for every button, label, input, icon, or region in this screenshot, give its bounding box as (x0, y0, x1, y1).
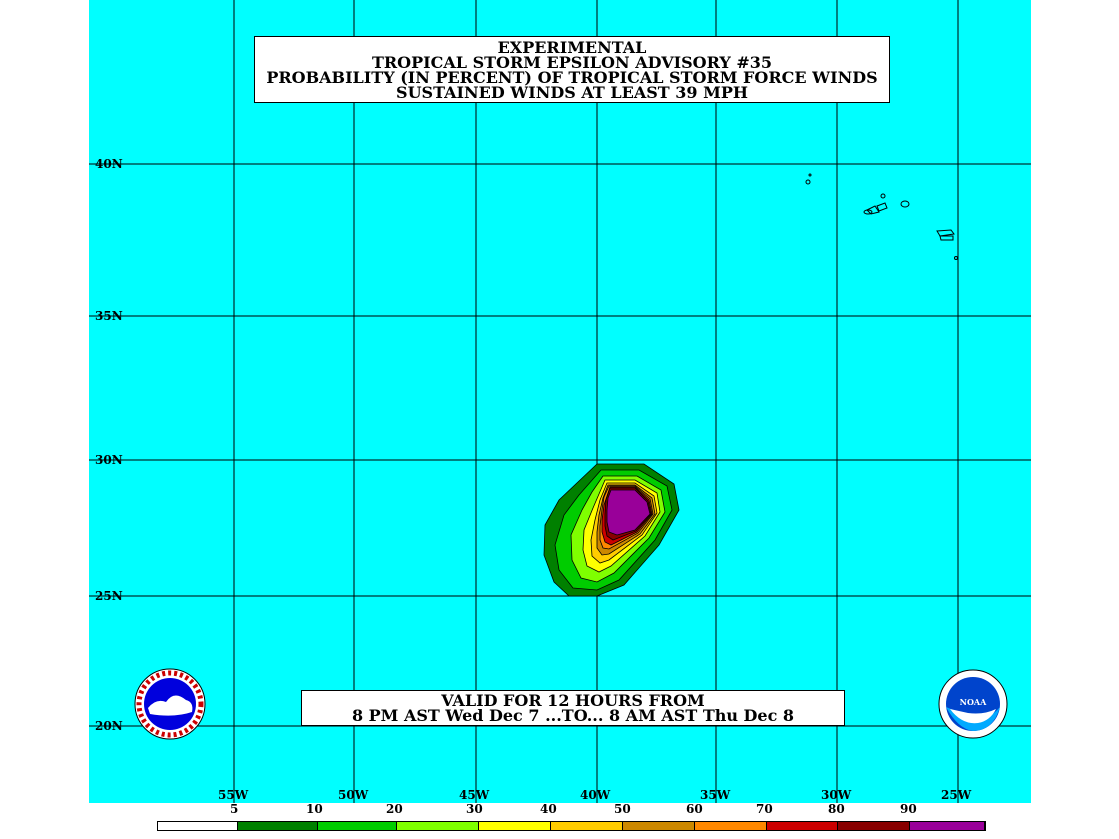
legend-swatch (551, 822, 623, 830)
svg-text:NOAA: NOAA (960, 697, 987, 707)
lon-label-40w: 40W (580, 788, 611, 802)
map-canvas (89, 0, 1031, 803)
lat-label-35n: 35N (95, 309, 123, 323)
lat-label-30n: 30N (95, 453, 123, 467)
legend-swatch (838, 822, 911, 830)
title-line-3: PROBABILITY (IN PERCENT) OF TROPICAL STO… (266, 68, 878, 87)
legend-label-20: 20 (386, 802, 403, 816)
legend-label-90: 90 (900, 802, 917, 816)
noaa-logo-icon: NOAA (938, 669, 1008, 739)
legend-label-80: 80 (828, 802, 845, 816)
title-box: EXPERIMENTAL TROPICAL STORM EPSILON ADVI… (254, 36, 890, 103)
legend-label-70: 70 (756, 802, 773, 816)
legend-color-bar (157, 821, 986, 831)
title-line-4: SUSTAINED WINDS AT LEAST 39 MPH (396, 83, 748, 102)
title-line-2: TROPICAL STORM EPSILON ADVISORY #35 (371, 53, 773, 72)
legend-swatch (479, 822, 552, 830)
legend-swatch (622, 822, 695, 830)
legend-label-5: 5 (230, 802, 239, 816)
lat-label-40n: 40N (95, 157, 123, 171)
title-line-1: EXPERIMENTAL (497, 38, 647, 57)
valid-period-box: VALID FOR 12 HOURS FROM 8 PM AST Wed Dec… (301, 690, 845, 726)
valid-line-1: VALID FOR 12 HOURS FROM (441, 691, 705, 710)
legend-swatch (397, 822, 480, 830)
grid-lines (89, 0, 1031, 803)
lon-label-50w: 50W (338, 788, 369, 802)
map-area (89, 0, 1031, 803)
contour-max (606, 489, 651, 536)
lat-label-20n: 20N (95, 719, 123, 733)
lat-label-25n: 25N (95, 589, 123, 603)
legend-swatch (766, 822, 839, 830)
legend-label-40: 40 (540, 802, 557, 816)
valid-line-2: 8 PM AST Wed Dec 7 ...TO... 8 AM AST Thu… (351, 706, 795, 725)
lon-label-45w: 45W (459, 788, 490, 802)
azores-islands (805, 173, 958, 260)
legend-swatch (694, 822, 767, 830)
lon-label-30w: 30W (821, 788, 852, 802)
legend-label-60: 60 (686, 802, 703, 816)
legend-label-10: 10 (306, 802, 323, 816)
probability-contours (543, 463, 680, 597)
nws-logo-icon (134, 668, 206, 740)
legend-swatch (910, 822, 986, 830)
legend-label-50: 50 (614, 802, 631, 816)
legend-swatch (158, 822, 238, 830)
legend-swatch (237, 822, 318, 830)
lon-label-35w: 35W (700, 788, 731, 802)
legend-swatch (317, 822, 398, 830)
lon-label-55w: 55W (218, 788, 249, 802)
legend-label-30: 30 (466, 802, 483, 816)
lon-label-25w: 25W (941, 788, 972, 802)
